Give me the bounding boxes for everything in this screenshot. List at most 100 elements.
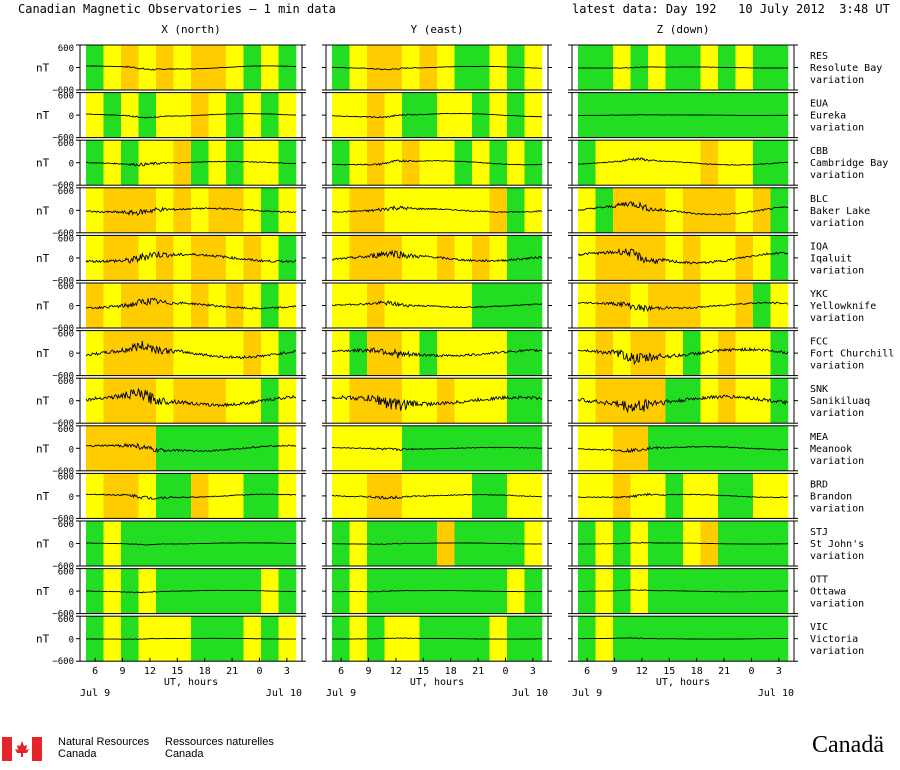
activity-band-RES-y-2 xyxy=(367,45,385,90)
activity-band-BRD-x-11 xyxy=(278,473,297,519)
trace-STJ-y xyxy=(332,542,543,545)
activity-band-STJ-x-8 xyxy=(226,521,244,566)
activity-band-OTT-y-11 xyxy=(524,568,543,614)
activity-band-RES-x-9 xyxy=(243,45,262,90)
activity-band-BLC-y-9 xyxy=(489,187,508,233)
activity-band-YKC-y-8 xyxy=(472,283,490,328)
activity-band-CBB-y-0 xyxy=(332,140,350,186)
activity-band-MEA-x-5 xyxy=(173,425,192,471)
activity-band-RES-y-11 xyxy=(524,45,543,90)
trace-RES-x xyxy=(86,65,297,71)
canada-wordmark: Canadä xyxy=(812,732,884,758)
x-tick-label: 18 xyxy=(199,666,211,677)
activity-band-FCC-z-3 xyxy=(630,330,649,376)
y-tick-600: 600 xyxy=(58,282,74,292)
trace-SNK-x xyxy=(85,388,297,408)
activity-band-BRD-y-7 xyxy=(454,473,473,519)
y-tick-neg600: −600 xyxy=(52,514,74,524)
x-tick-label: 0 xyxy=(748,666,754,677)
activity-band-IQA-y-10 xyxy=(507,235,525,281)
activity-band-RES-z-2 xyxy=(613,45,631,90)
activity-band-STJ-y-2 xyxy=(367,521,385,566)
activity-band-SNK-y-6 xyxy=(437,378,455,424)
activity-band-SNK-x-3 xyxy=(138,378,157,424)
y-tick-600: 600 xyxy=(58,330,74,340)
activity-band-SNK-y-9 xyxy=(489,378,508,424)
activity-band-BLC-z-3 xyxy=(630,187,649,233)
activity-band-YKC-x-8 xyxy=(226,283,244,328)
activity-band-EUA-y-7 xyxy=(454,92,473,138)
activity-band-BLC-x-9 xyxy=(243,187,262,233)
activity-band-SNK-y-0 xyxy=(332,378,350,424)
station-name-CBB: Cambridge Bay xyxy=(810,158,888,169)
trace-MEA-y xyxy=(331,446,543,452)
y-tick-neg600: −600 xyxy=(52,419,74,429)
station-sub-MEA: variation xyxy=(810,456,864,467)
trace-FCC-z xyxy=(577,346,789,366)
activity-band-CBB-y-1 xyxy=(349,140,368,186)
activity-band-CBB-z-7 xyxy=(700,140,719,186)
activity-band-RES-z-10 xyxy=(753,45,771,90)
trace-EUA-z xyxy=(577,114,789,116)
activity-band-SNK-x-7 xyxy=(208,378,227,424)
activity-band-FCC-z-5 xyxy=(665,330,684,376)
trace-OTT-y xyxy=(331,589,542,593)
x-tick-label: 9 xyxy=(366,666,372,677)
activity-band-BRD-y-4 xyxy=(402,473,420,519)
component-title-z: Z (down) xyxy=(657,23,710,36)
activity-band-FCC-x-9 xyxy=(243,330,262,376)
activity-band-RES-y-8 xyxy=(472,45,490,90)
x-tick-label: 15 xyxy=(663,666,675,677)
x-axis-label: UT, hours xyxy=(410,677,464,688)
activity-band-BLC-x-4 xyxy=(156,187,174,233)
y-unit-label: nT xyxy=(36,62,50,75)
x-axis-label: UT, hours xyxy=(164,677,218,688)
activity-band-SNK-x-11 xyxy=(278,378,297,424)
activity-band-BLC-y-10 xyxy=(507,187,525,233)
activity-band-EUA-x-2 xyxy=(121,92,139,138)
activity-band-YKC-y-7 xyxy=(454,283,473,328)
y-tick-0: 0 xyxy=(69,398,74,408)
activity-band-IQA-x-11 xyxy=(278,235,297,281)
date-right: Jul 10 xyxy=(758,688,794,699)
x-axis-label: UT, hours xyxy=(656,677,710,688)
x-tick-label: 15 xyxy=(417,666,429,677)
activity-band-SNK-y-11 xyxy=(524,378,543,424)
y-tick-600: 600 xyxy=(58,187,74,197)
x-tick-label: 21 xyxy=(472,666,484,677)
trace-BRD-z xyxy=(577,492,789,499)
activity-band-FCC-x-4 xyxy=(156,330,174,376)
trace-IQA-x xyxy=(85,251,297,264)
activity-band-MEA-z-7 xyxy=(700,425,719,471)
activity-band-IQA-x-9 xyxy=(243,235,262,281)
activity-band-MEA-y-2 xyxy=(367,425,385,471)
activity-band-IQA-x-1 xyxy=(103,235,122,281)
station-sub-YKC: variation xyxy=(810,313,864,324)
y-tick-0: 0 xyxy=(69,445,74,455)
activity-band-OTT-y-0 xyxy=(332,568,350,614)
x-tick-label: 18 xyxy=(445,666,457,677)
y-unit-label: nT xyxy=(36,252,50,265)
activity-band-IQA-x-10 xyxy=(261,235,279,281)
activity-band-RES-x-8 xyxy=(226,45,244,90)
station-name-RES: Resolute Bay xyxy=(810,63,882,74)
y-tick-600: 600 xyxy=(58,520,74,530)
y-tick-600: 600 xyxy=(58,92,74,102)
component-title-y: Y (east) xyxy=(411,23,464,36)
activity-band-EUA-z-3 xyxy=(630,92,649,138)
activity-band-EUA-x-3 xyxy=(138,92,157,138)
y-tick-neg600: −600 xyxy=(52,276,74,286)
activity-band-FCC-x-7 xyxy=(208,330,227,376)
x-tick-label: 3 xyxy=(776,666,782,677)
activity-band-SNK-z-2 xyxy=(613,378,631,424)
trace-STJ-z xyxy=(577,542,788,545)
activity-band-IQA-x-5 xyxy=(173,235,192,281)
activity-band-OTT-x-3 xyxy=(138,568,157,614)
activity-band-SNK-x-0 xyxy=(86,378,104,424)
activity-band-CBB-z-3 xyxy=(630,140,649,186)
y-tick-0: 0 xyxy=(69,541,74,551)
activity-band-EUA-y-8 xyxy=(472,92,490,138)
activity-band-CBB-y-4 xyxy=(402,140,420,186)
activity-band-SNK-y-5 xyxy=(419,378,438,424)
